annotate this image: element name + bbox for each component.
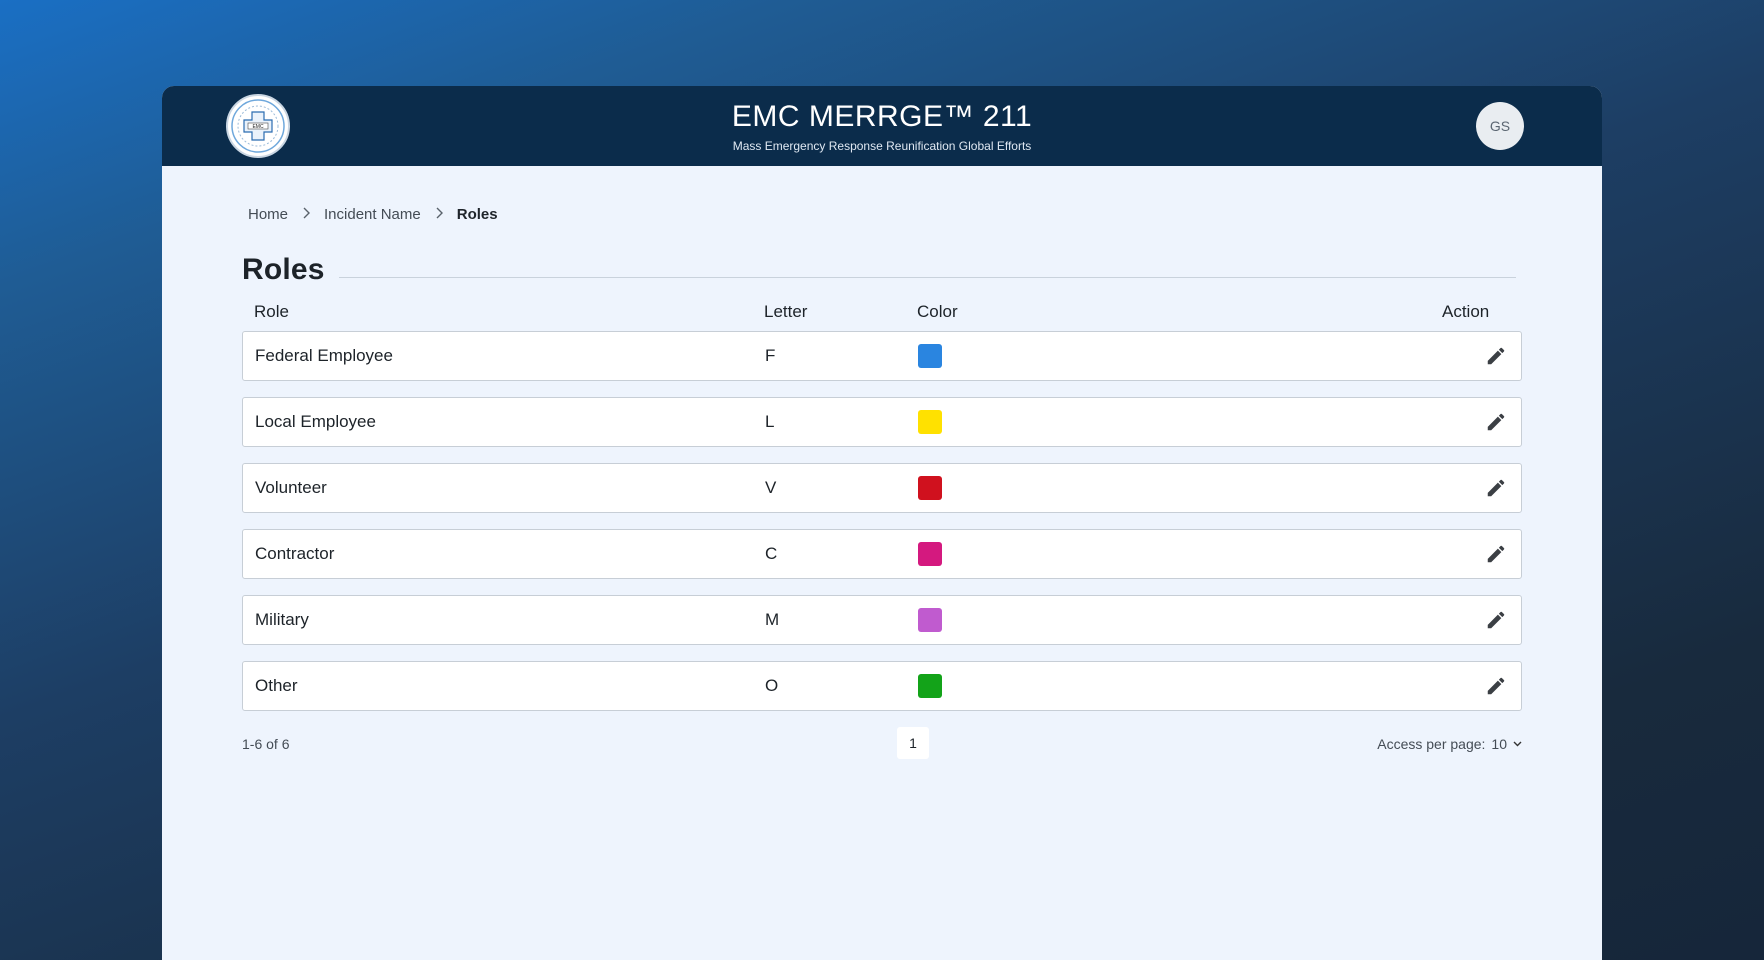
per-page-label: Access per page: bbox=[1377, 736, 1486, 752]
roles-table: Federal Employee F Local Employee L bbox=[242, 331, 1522, 711]
row-action bbox=[1441, 475, 1521, 501]
role-letter: F bbox=[765, 346, 776, 365]
main-content: Home Incident Name Roles Roles Role Lett… bbox=[242, 166, 1522, 761]
per-page-value[interactable]: 10 bbox=[1491, 736, 1507, 752]
header-color: Color bbox=[917, 302, 958, 321]
role-name: Volunteer bbox=[255, 478, 327, 497]
role-color bbox=[918, 410, 1441, 434]
table-row: Federal Employee F bbox=[242, 331, 1522, 381]
table-row: Military M bbox=[242, 595, 1522, 645]
role-color bbox=[918, 608, 1441, 632]
role-name: Contractor bbox=[255, 544, 335, 563]
edit-button[interactable] bbox=[1483, 673, 1509, 699]
role-letter: V bbox=[765, 478, 777, 497]
row-action bbox=[1441, 409, 1521, 435]
edit-button[interactable] bbox=[1483, 541, 1509, 567]
color-swatch bbox=[918, 476, 942, 500]
header-letter: Letter bbox=[764, 302, 808, 321]
title-divider bbox=[338, 276, 1516, 278]
table-row: Local Employee L bbox=[242, 397, 1522, 447]
brand-block: EMC MERRGE™ 211 Mass Emergency Response … bbox=[732, 99, 1032, 153]
chevron-down-icon[interactable] bbox=[1513, 739, 1522, 750]
logo-emblem-icon: EMC bbox=[231, 99, 285, 153]
top-header: EMC EMC MERRGE™ 211 Mass Emergency Respo… bbox=[162, 86, 1602, 166]
pencil-icon bbox=[1487, 347, 1505, 365]
page-title-row: Roles bbox=[242, 253, 1522, 287]
color-swatch bbox=[918, 674, 942, 698]
breadcrumb-current: Roles bbox=[456, 206, 498, 223]
table-row: Contractor C bbox=[242, 529, 1522, 579]
pencil-icon bbox=[1487, 545, 1505, 563]
color-swatch bbox=[918, 542, 942, 566]
color-swatch bbox=[918, 608, 942, 632]
color-swatch bbox=[918, 410, 942, 434]
role-letter: O bbox=[765, 676, 779, 695]
table-header: Role Letter Color Action bbox=[242, 297, 1522, 327]
role-name: Federal Employee bbox=[255, 346, 393, 365]
role-name: Other bbox=[255, 676, 298, 695]
breadcrumb-home[interactable]: Home bbox=[248, 206, 289, 223]
chevron-right-icon bbox=[435, 207, 443, 222]
role-letter: L bbox=[765, 412, 775, 431]
pencil-icon bbox=[1487, 479, 1505, 497]
organization-logo[interactable]: EMC bbox=[226, 94, 290, 158]
page-button-current[interactable]: 1 bbox=[897, 727, 929, 759]
edit-button[interactable] bbox=[1483, 343, 1509, 369]
header-role: Role bbox=[254, 302, 289, 321]
role-color bbox=[918, 542, 1441, 566]
role-color bbox=[918, 674, 1441, 698]
app-window: EMC EMC MERRGE™ 211 Mass Emergency Respo… bbox=[162, 86, 1602, 960]
role-letter: C bbox=[765, 544, 778, 563]
role-name: Local Employee bbox=[255, 412, 376, 431]
edit-button[interactable] bbox=[1483, 607, 1509, 633]
role-color bbox=[918, 344, 1441, 368]
per-page-selector[interactable]: Access per page: 10 bbox=[1377, 736, 1522, 752]
chevron-right-icon bbox=[302, 207, 311, 222]
app-title: EMC MERRGE™ 211 bbox=[731, 100, 1033, 133]
pencil-icon bbox=[1487, 413, 1505, 431]
pencil-icon bbox=[1487, 677, 1505, 695]
pencil-icon bbox=[1487, 611, 1505, 629]
user-avatar[interactable]: GS bbox=[1476, 102, 1524, 150]
app-subtitle: Mass Emergency Response Reunification Gl… bbox=[732, 139, 1032, 153]
role-letter: M bbox=[765, 610, 780, 629]
logo-text: EMC bbox=[252, 124, 264, 130]
role-color bbox=[918, 476, 1441, 500]
edit-button[interactable] bbox=[1483, 409, 1509, 435]
table-row: Volunteer V bbox=[242, 463, 1522, 513]
table-footer: 1-6 of 6 1 Access per page: 10 bbox=[242, 727, 1522, 761]
table-row: Other O bbox=[242, 661, 1522, 711]
role-name: Military bbox=[255, 610, 309, 629]
row-action bbox=[1441, 673, 1521, 699]
row-action bbox=[1441, 343, 1521, 369]
color-swatch bbox=[918, 344, 942, 368]
row-action bbox=[1441, 607, 1521, 633]
edit-button[interactable] bbox=[1483, 475, 1509, 501]
page-title: Roles bbox=[242, 253, 325, 286]
pagination-range: 1-6 of 6 bbox=[242, 736, 290, 752]
row-action bbox=[1441, 541, 1521, 567]
breadcrumb-incident[interactable]: Incident Name bbox=[324, 206, 421, 223]
header-action: Action bbox=[1442, 302, 1490, 321]
breadcrumb: Home Incident Name Roles bbox=[248, 206, 1522, 223]
